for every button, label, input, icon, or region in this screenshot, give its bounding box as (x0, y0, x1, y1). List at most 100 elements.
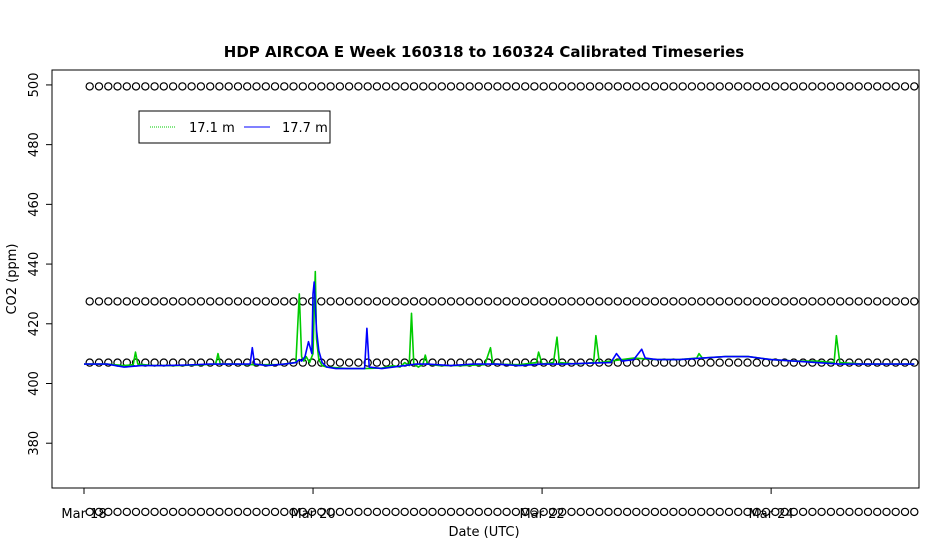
calibration-point (159, 507, 168, 517)
calibration-point (808, 507, 817, 517)
calibration-point (511, 297, 521, 306)
calibration-point (344, 358, 354, 367)
calibration-point (659, 82, 669, 91)
calibration-point (910, 297, 919, 306)
legend: 17.1 m 17.7 m (138, 110, 331, 144)
calibration-point (687, 358, 697, 367)
calibration-point (697, 507, 706, 517)
calibration-point (205, 358, 215, 367)
calibration-point (419, 507, 428, 517)
calibration-point (419, 82, 428, 91)
calibration-point (900, 358, 910, 367)
calibration-point (659, 297, 669, 306)
calibration-point (836, 297, 845, 306)
calibration-point (150, 297, 159, 306)
calibration-point (734, 507, 743, 517)
calibration-point (252, 82, 261, 91)
calibration-point (530, 82, 539, 91)
calibration-point (706, 82, 715, 91)
calibration-point (159, 82, 168, 91)
calibration-point (743, 82, 752, 91)
calibration-point (326, 82, 335, 91)
calibration-point (280, 82, 289, 91)
calibration-point (632, 82, 641, 91)
calibration-point (650, 297, 660, 306)
calibration-point (502, 82, 511, 91)
calibration-point (734, 297, 743, 306)
calibration-point (104, 82, 113, 91)
calibration-point (780, 507, 789, 517)
legend-label-1: 17.1 m (189, 121, 235, 136)
calibration-point (233, 82, 243, 91)
calibration-point (437, 507, 446, 517)
calibration-point (539, 82, 548, 91)
calibration-point (882, 297, 891, 306)
y-tick-label: 460 (27, 192, 42, 217)
calibration-point (233, 507, 243, 517)
calibration-point (205, 507, 215, 517)
calibration-point (502, 507, 511, 517)
calibration-point (576, 507, 585, 517)
calibration-point (289, 507, 298, 517)
calibration-point (697, 297, 706, 306)
calibration-point (780, 297, 789, 306)
calibration-point (400, 82, 409, 91)
calibration-point (483, 82, 493, 91)
calibration-point (168, 82, 178, 91)
calibration-point (104, 297, 113, 306)
calibration-point (641, 297, 650, 306)
calibration-point (521, 82, 530, 91)
calibration-point (724, 82, 734, 91)
calibration-point (354, 297, 363, 306)
x-tick-label: Mar 24 (749, 507, 794, 522)
calibration-point (697, 82, 706, 91)
calibration-point (382, 82, 391, 91)
calibration-point (113, 507, 122, 517)
calibration-point (780, 358, 789, 367)
calibration-point (613, 358, 623, 367)
calibration-point (836, 82, 845, 91)
calibration-point (706, 297, 715, 306)
calibration-point (817, 297, 826, 306)
calibration-point (910, 507, 919, 517)
calibration-point (669, 82, 678, 91)
calibration-point (863, 358, 873, 367)
calibration-point (771, 297, 780, 306)
calibration-point (382, 358, 391, 367)
calibration-point (613, 82, 623, 91)
calibration-point (900, 297, 910, 306)
calibration-point (882, 507, 891, 517)
calibration-point (131, 297, 141, 306)
calibration-point (502, 297, 511, 306)
calibration-point (317, 82, 326, 91)
calibration-point (168, 297, 178, 306)
calibration-point (483, 358, 493, 367)
calibration-point (326, 297, 335, 306)
calibration-point (715, 297, 724, 306)
calibration-point (873, 507, 882, 517)
calibration-point (613, 297, 623, 306)
calibration-point (836, 507, 845, 517)
calibration-point (382, 507, 391, 517)
calibration-point (94, 297, 104, 306)
calibration-point (280, 297, 289, 306)
calibration-point (150, 507, 159, 517)
calibration-point (317, 297, 326, 306)
calibration-point (595, 507, 604, 517)
calibration-point (743, 297, 752, 306)
calibration-point (604, 507, 613, 517)
calibration-point (817, 507, 826, 517)
calibration-point (354, 82, 363, 91)
calibration-point (465, 297, 474, 306)
calibration-point (483, 507, 493, 517)
calibration-point (502, 358, 511, 367)
calibration-point (771, 82, 780, 91)
calibration-point (632, 507, 641, 517)
calibration-point (715, 507, 724, 517)
calibration-point (465, 507, 474, 517)
calibration-point (428, 358, 437, 367)
calibration-point (122, 82, 132, 91)
calibration-point (808, 297, 817, 306)
calibration-point (372, 297, 382, 306)
